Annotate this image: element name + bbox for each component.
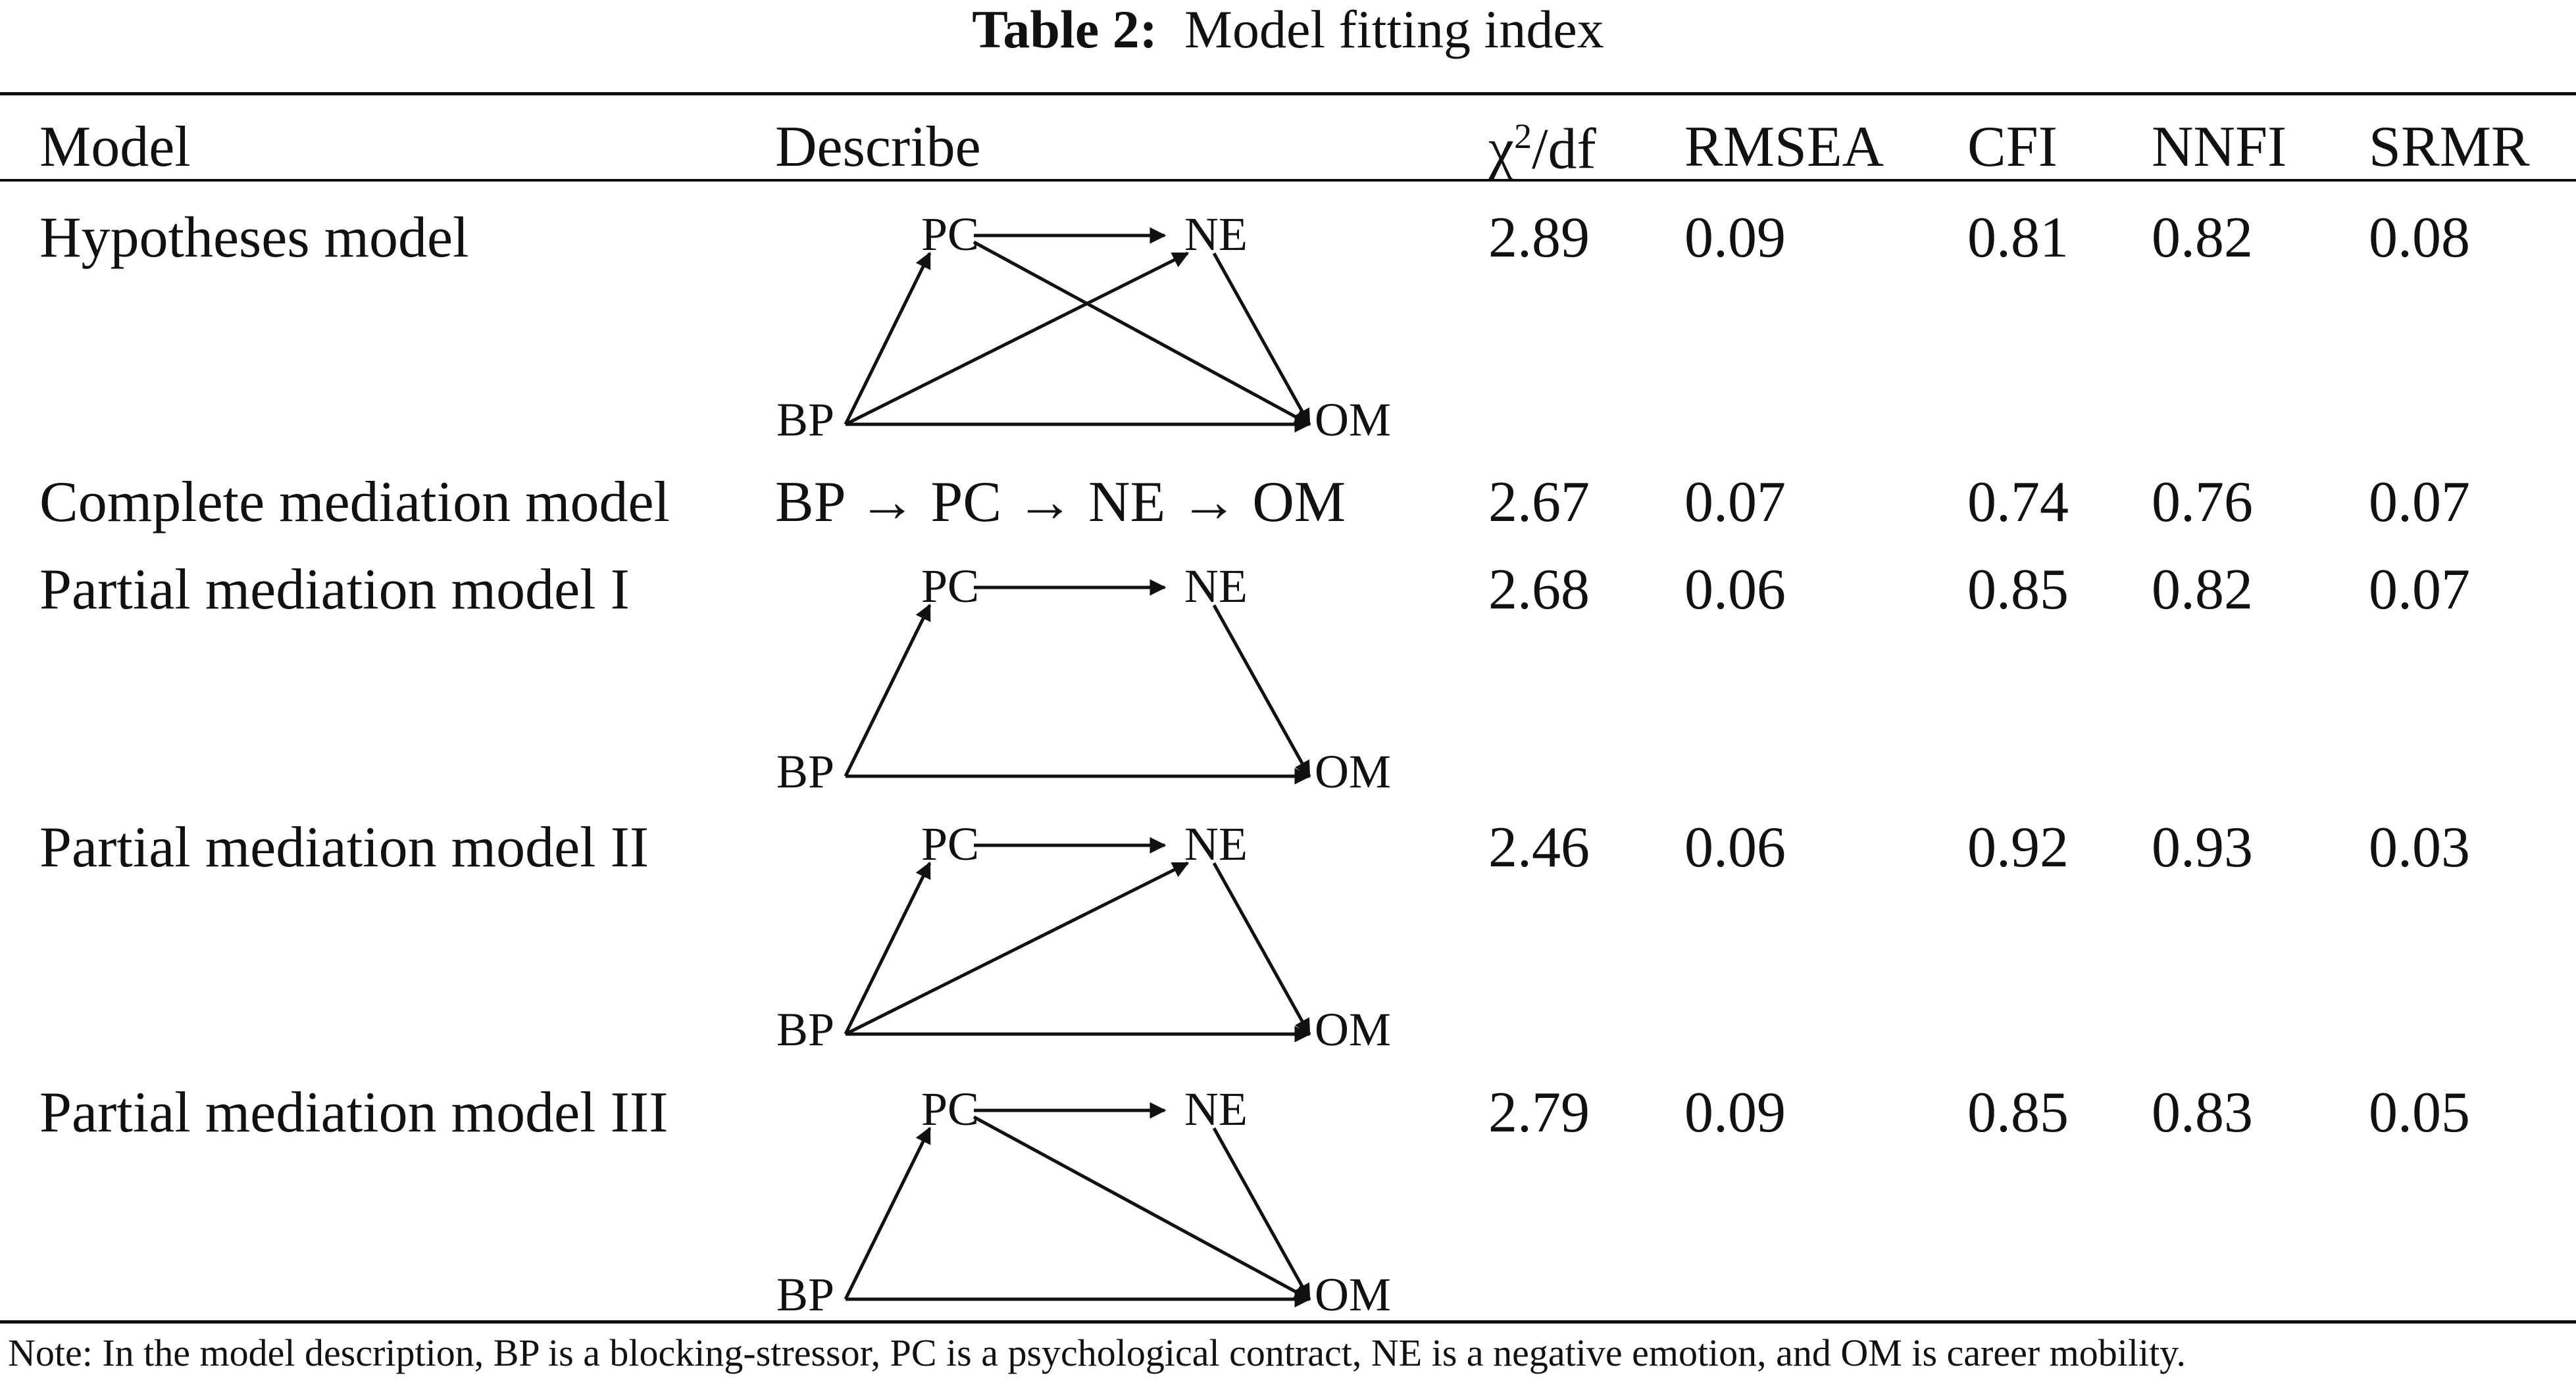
edge-ne-om — [1212, 1127, 1311, 1301]
srmr-value: 0.08 — [2369, 206, 2470, 270]
edge-ne-om — [1212, 862, 1311, 1036]
cfi-value: 0.85 — [1967, 558, 2069, 622]
edge-pc-om — [972, 1115, 1311, 1301]
node-om: OM — [1315, 1003, 1391, 1056]
edge-bp-pc — [844, 251, 932, 426]
node-ne: NE — [1184, 818, 1248, 870]
model-name: Partial mediation model I — [39, 558, 630, 622]
header-chi-df: χ2/df — [1488, 116, 1596, 182]
header-describe: Describe — [775, 115, 981, 179]
node-pc: PC — [921, 208, 979, 260]
model-name: Partial mediation model II — [39, 816, 649, 880]
model-name: Complete mediation model — [39, 470, 670, 534]
header-srmr: SRMR — [2369, 115, 2530, 179]
path-diagram: PC NE BP OM — [776, 560, 1391, 798]
model-name: Hypotheses model — [39, 206, 469, 270]
srmr-value: 0.03 — [2369, 816, 2470, 880]
header-model: Model — [39, 115, 191, 179]
edge-bp-ne — [844, 251, 1190, 426]
caption-label: Table 2: — [972, 0, 1158, 59]
edge-ne-om — [1212, 252, 1311, 426]
caption-title: Model fitting index — [1184, 0, 1604, 59]
edge-bp-pc — [844, 861, 932, 1035]
header-rmsea: RMSEA — [1684, 115, 1884, 179]
nnfi-value: 0.83 — [2152, 1081, 2253, 1145]
cfi-value: 0.74 — [1967, 470, 2069, 534]
node-pc: PC — [921, 560, 979, 612]
node-bp: BP — [776, 1268, 834, 1321]
mediation-chain: BP → PC → NE → OM — [775, 470, 1346, 534]
node-ne: NE — [1184, 1083, 1248, 1135]
node-pc: PC — [921, 818, 979, 870]
path-diagram: PC NE BP OM — [776, 1083, 1391, 1321]
chi-df-value: 2.68 — [1488, 558, 1590, 622]
node-om: OM — [1315, 393, 1391, 446]
node-pc: PC — [921, 1083, 979, 1135]
chi-df-value: 2.89 — [1488, 206, 1590, 270]
header-rule — [0, 179, 2576, 182]
rmsea-value: 0.06 — [1684, 816, 1786, 880]
edge-pc-om — [972, 240, 1311, 426]
cfi-value: 0.81 — [1967, 206, 2069, 270]
rmsea-value: 0.09 — [1684, 1081, 1786, 1145]
edge-bp-ne — [844, 861, 1190, 1036]
cfi-value: 0.85 — [1967, 1081, 2069, 1145]
chi-df-value: 2.46 — [1488, 816, 1590, 880]
nnfi-value: 0.76 — [2152, 470, 2253, 534]
node-bp: BP — [776, 1003, 834, 1056]
srmr-value: 0.07 — [2369, 470, 2470, 534]
table-note: Note: In the model description, BP is a … — [8, 1331, 2186, 1374]
node-om: OM — [1315, 1268, 1391, 1321]
nnfi-value: 0.93 — [2152, 816, 2253, 880]
path-diagram: PC NE BP OM — [776, 818, 1391, 1056]
node-bp: BP — [776, 745, 834, 798]
node-ne: NE — [1184, 560, 1248, 612]
edge-bp-pc — [844, 1126, 932, 1301]
node-om: OM — [1315, 745, 1391, 798]
model-name: Partial mediation model III — [39, 1081, 669, 1145]
chi-df-value: 2.79 — [1488, 1081, 1590, 1145]
edge-ne-om — [1212, 604, 1311, 778]
path-diagram: PC NE BP OM — [776, 208, 1391, 446]
rmsea-value: 0.09 — [1684, 206, 1786, 270]
chi-df-value: 2.67 — [1488, 470, 1590, 534]
header-nnfi: NNFI — [2152, 115, 2287, 179]
rmsea-value: 0.06 — [1684, 558, 1786, 622]
header-cfi: CFI — [1967, 115, 2058, 179]
nnfi-value: 0.82 — [2152, 558, 2253, 622]
cfi-value: 0.92 — [1967, 816, 2069, 880]
rmsea-value: 0.07 — [1684, 470, 1786, 534]
edge-bp-pc — [844, 603, 932, 778]
top-rule — [0, 92, 2576, 95]
srmr-value: 0.07 — [2369, 558, 2470, 622]
node-bp: BP — [776, 393, 834, 446]
nnfi-value: 0.82 — [2152, 206, 2253, 270]
node-ne: NE — [1184, 208, 1248, 260]
bottom-rule — [0, 1320, 2576, 1324]
table-caption: Table 2: Model fitting index — [0, 3, 2576, 57]
srmr-value: 0.05 — [2369, 1081, 2470, 1145]
